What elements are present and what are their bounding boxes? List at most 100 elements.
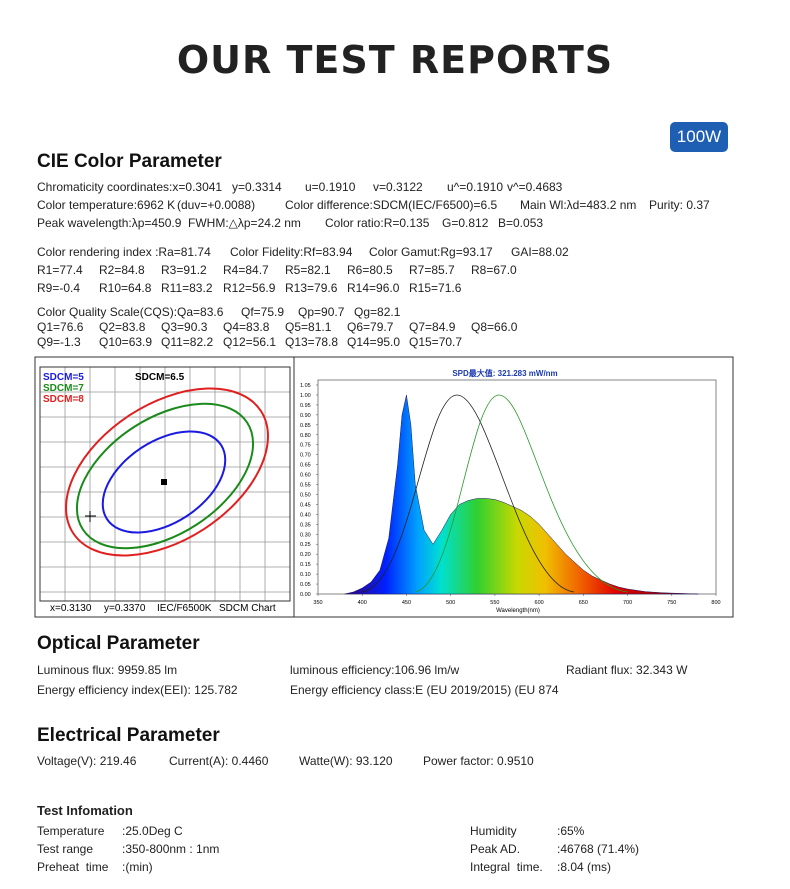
param: Q15=70.7	[409, 335, 463, 349]
param: (duv=+0.0088)	[177, 198, 256, 212]
y-tick-label: 0.55	[300, 483, 311, 489]
x-tick-label: 600	[535, 600, 544, 606]
sdcm-value: SDCM=6.5	[135, 372, 185, 383]
section-heading: Optical Parameter	[37, 633, 200, 654]
y-tick-label: 0.95	[300, 403, 311, 409]
param: R7=85.7	[409, 263, 455, 277]
info-label: Test range	[37, 842, 94, 856]
param: u=0.1910	[305, 180, 356, 194]
x-tick-label: 350	[313, 600, 322, 606]
power-badge: 100W	[670, 122, 728, 152]
spd-area	[344, 394, 699, 595]
param: Q14=95.0	[347, 335, 401, 349]
x-tick-label: 550	[490, 600, 499, 606]
param: R4=84.7	[223, 263, 269, 277]
param: Color difference:SDCM(IEC/F6500)=6.5	[285, 198, 498, 212]
info-value: :8.04 (ms)	[557, 860, 612, 874]
param: Peak wavelength:λp=450.9	[37, 216, 182, 230]
param: Luminous flux: 9959.85 lm	[37, 663, 178, 677]
info-value: :(min)	[122, 860, 153, 874]
measured-point	[85, 511, 96, 522]
param: Q3=90.3	[161, 320, 208, 334]
info-value: :25.0Deg C	[122, 824, 183, 838]
spd-chart: 0.00 0.05 0.10 0.15 0.20 0.25 0.30 0.35 0.40 0.45…	[300, 383, 721, 606]
param: R3=91.2	[161, 263, 207, 277]
param: Q7=84.9	[409, 320, 456, 334]
y-tick-label: 0.50	[300, 492, 311, 498]
param: R5=82.1	[285, 263, 331, 277]
target-point	[161, 479, 167, 485]
param: Q5=81.1	[285, 320, 332, 334]
param: Color ratio:R=0.135	[325, 216, 430, 230]
y-tick-label: 0.35	[300, 522, 311, 528]
footer: IEC/F6500K	[157, 603, 212, 614]
ellipse-5	[101, 430, 227, 534]
legend-entry: SDCM=5	[43, 372, 84, 383]
info-value: :350-800nm : 1nm	[122, 842, 220, 856]
param: R10=64.8	[99, 281, 152, 295]
param: R1=77.4	[37, 263, 83, 277]
param: G=0.812	[442, 216, 489, 230]
y-tick-label: 0.30	[300, 532, 311, 538]
y-tick-label: 1.05	[300, 383, 311, 389]
info-label: Integral time.	[470, 860, 543, 874]
y-tick-label: 0.05	[300, 582, 311, 588]
spd-title: SPD最大值: 321.283 mW/nm	[452, 368, 557, 378]
param: Color Quality Scale(CQS):Qa=83.6	[37, 305, 224, 319]
figure-frame	[34, 356, 734, 618]
y-tick-label: 0.70	[300, 453, 311, 459]
spd-frame	[317, 379, 717, 595]
legend-entry: SDCM=8	[43, 394, 84, 405]
param: Color rendering index :Ra=81.74	[37, 245, 211, 259]
sdcm-frame	[39, 366, 291, 602]
param: FWHM:△λp=24.2 nm	[188, 216, 301, 230]
info-value: :65%	[557, 824, 585, 838]
section-heading: Electrical Parameter	[37, 725, 220, 746]
y-tick-label: 0.90	[300, 413, 311, 419]
footer: SDCM Chart	[219, 603, 276, 614]
info-label: Temperature	[37, 824, 105, 838]
param: R13=79.6	[285, 281, 338, 295]
param: Q10=63.9	[99, 335, 153, 349]
param: GAI=88.02	[511, 245, 569, 259]
param: R12=56.9	[223, 281, 276, 295]
param: u^=0.1910	[447, 180, 504, 194]
param: Qp=90.7	[298, 305, 345, 319]
y-tick-label: 0.10	[300, 572, 311, 578]
info-label: Humidity	[470, 824, 517, 838]
y-tick-label: 0.40	[300, 512, 311, 518]
x-axis-label: Wavelength(nm)	[496, 608, 540, 614]
param: R9=-0.4	[37, 281, 81, 295]
section-heading: Test Infomation	[37, 803, 133, 818]
photopic-curve	[414, 394, 629, 593]
param: Power factor: 0.9510	[423, 754, 534, 768]
param: Q9=-1.3	[37, 335, 81, 349]
x-tick-label: 800	[711, 600, 720, 606]
info-label: Preheat time	[37, 860, 109, 874]
y-tick-label: 0.60	[300, 473, 311, 479]
param: Watte(W): 93.120	[299, 754, 393, 768]
x-tick-label: 400	[358, 600, 367, 606]
param: Qf=75.9	[241, 305, 285, 319]
y-tick-label: 0.20	[300, 552, 311, 558]
param: Color Fidelity:Rf=83.94	[230, 245, 353, 259]
param: Chromaticity coordinates:x=0.3041	[37, 180, 223, 194]
param: Q6=79.7	[347, 320, 394, 334]
x-tick-label: 500	[446, 600, 455, 606]
info-value: :46768 (71.4%)	[557, 842, 640, 856]
ellipse-7	[75, 402, 255, 550]
section-heading: CIE Color Parameter	[37, 151, 222, 172]
param: Main Wl:λd=483.2 nm	[520, 198, 637, 212]
y-tick-label: 1.00	[300, 393, 311, 399]
y-tick-label: 0.45	[300, 502, 311, 508]
param: Energy efficiency index(EEI): 125.782	[37, 683, 238, 697]
param: Qg=82.1	[354, 305, 401, 319]
y-tick-label: 0.65	[300, 463, 311, 469]
page-title: OUR TEST REPORTS	[176, 38, 614, 82]
param: Radiant flux: 32.343 W	[566, 663, 688, 677]
param: Q12=56.1	[223, 335, 277, 349]
footer: x=0.3130	[50, 603, 92, 614]
param: Current(A): 0.4460	[169, 754, 269, 768]
legend-entry: SDCM=7	[43, 383, 84, 394]
sdcm-grid	[40, 367, 290, 601]
